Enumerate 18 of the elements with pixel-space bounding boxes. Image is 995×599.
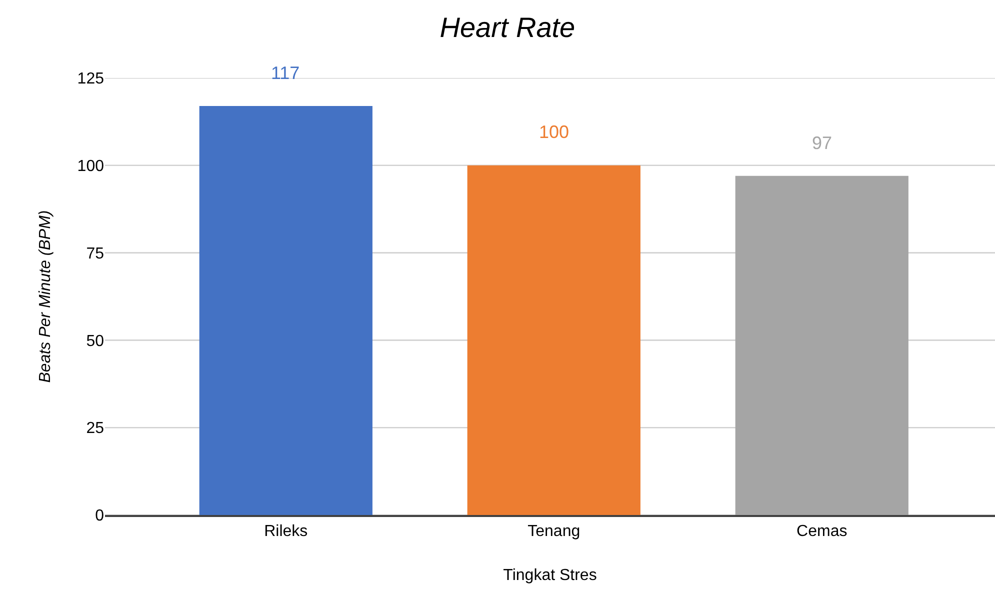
x-tick-label: Cemas <box>796 522 848 540</box>
y-tick-label: 0 <box>95 508 104 525</box>
chart-title: Heart Rate <box>440 12 576 43</box>
y-tick-label: 100 <box>77 158 104 175</box>
y-tick-label: 50 <box>86 332 104 350</box>
data-label: 97 <box>812 133 832 153</box>
bar <box>735 176 908 515</box>
bar <box>199 106 372 515</box>
y-tick-label: 125 <box>77 70 104 88</box>
y-axis-title: Beats Per Minute (BPM) <box>37 210 54 383</box>
x-tick-label: Rileks <box>264 522 308 540</box>
x-axis-title: Tingkat Stres <box>503 567 597 584</box>
data-label: 117 <box>271 63 300 83</box>
data-label: 100 <box>539 122 570 142</box>
x-tick-label: Tenang <box>528 522 580 540</box>
y-tick-label: 75 <box>86 245 104 262</box>
bar <box>467 165 640 515</box>
y-tick-label: 25 <box>86 420 104 438</box>
